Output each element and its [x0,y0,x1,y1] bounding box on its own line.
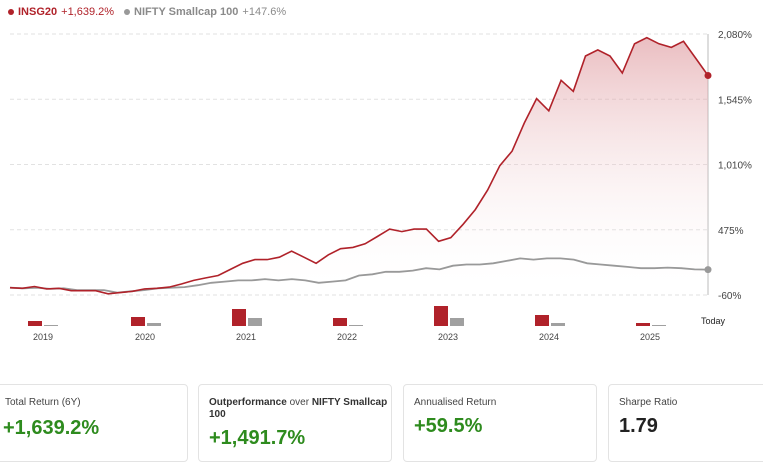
legend-dot-gray [124,9,131,15]
insg20-line [9,36,709,295]
label-bold2: NIFTY Smallcap [311,397,388,408]
year-bar-nifty[interactable] [349,325,363,326]
y-tick-label: 1,010% [718,161,752,172]
year-bar-nifty[interactable] [450,318,464,326]
x-tick-label: 2023 [438,332,458,342]
year-bar-insg20[interactable] [131,317,145,326]
stats-cards: Total Return (6Y) +1,639.2% Outperforman… [0,384,763,462]
card-value: +59.5% [414,415,483,437]
annualised-return-card: Annualised Return +59.5% [403,384,597,462]
legend-name: NIFTY Smallcap 100 [134,6,239,18]
card-value: +1,491.7% [209,427,306,449]
y-tick-label: 475% [718,226,744,237]
year-bar-insg20[interactable] [232,309,246,326]
x-tick-label: 2021 [236,332,256,342]
year-bar-insg20[interactable] [333,318,347,326]
sharpe-ratio-card: Sharpe Ratio 1.79 [608,384,763,462]
year-bar-nifty[interactable] [652,325,666,326]
year-bar-insg20[interactable] [535,315,549,326]
x-tick-label: 2020 [135,332,155,342]
x-tick-today: Today [701,316,726,326]
chart-legend: INSG20 +1,639.2% NIFTY Smallcap 100 +147… [8,6,286,18]
legend-name: INSG20 [18,6,58,18]
returns-chart: 2,080% 1,545% 1,010% 475% -60% 2019 2020 2021 2… [9,30,752,342]
year-bar-insg20[interactable] [28,321,42,326]
card-label: Sharpe Ratio [619,397,678,408]
label-line2: 100 [209,409,226,420]
total-return-card: Total Return (6Y) +1,639.2% [0,384,188,462]
label-bold: Outperformance [209,397,287,408]
y-tick-label: 2,080% [718,30,752,41]
legend-item-nifty[interactable]: NIFTY Smallcap 100 +147.6% [124,6,286,18]
x-tick-label: 2019 [33,332,53,342]
card-label: Outperformance over NIFTY Smallcap 100 [209,397,387,421]
outperformance-card: Outperformance over NIFTY Smallcap 100 +… [198,384,392,462]
label-mid: over [286,397,312,408]
y-tick-label: 1,545% [718,95,752,106]
card-label: Total Return (6Y) [5,397,81,408]
legend-dot-red [8,9,14,15]
year-bar-nifty[interactable] [551,323,565,326]
x-tick-label: 2022 [337,332,357,342]
x-tick-label: 2024 [539,332,559,342]
insg20-end-marker[interactable] [704,71,712,79]
legend-value: +1,639.2% [61,6,115,18]
x-tick-label: 2025 [640,332,660,342]
year-bar-insg20[interactable] [434,306,448,326]
legend-item-insg20[interactable]: INSG20 +1,639.2% [8,6,114,18]
year-bar-nifty[interactable] [147,323,161,326]
year-bar-nifty[interactable] [248,318,262,326]
year-bar-nifty[interactable] [44,325,58,326]
card-value: +1,639.2% [3,417,100,439]
nifty-end-marker[interactable] [704,266,712,274]
legend-value: +147.6% [242,6,287,18]
year-bar-insg20[interactable] [636,323,650,326]
insg20-area [10,37,708,295]
y-tick-label: -60% [718,291,741,302]
card-label: Annualised Return [414,397,497,408]
card-value: 1.79 [619,415,658,437]
